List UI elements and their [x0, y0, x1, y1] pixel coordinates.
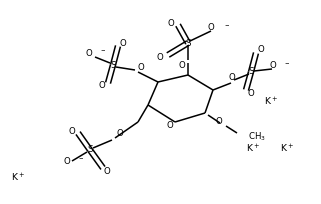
- Text: S: S: [248, 68, 254, 76]
- Text: O: O: [117, 129, 123, 137]
- Text: O: O: [247, 89, 254, 98]
- Text: O: O: [86, 49, 92, 58]
- Text: S: S: [87, 145, 93, 154]
- Text: O: O: [157, 52, 163, 61]
- Text: O: O: [99, 82, 105, 91]
- Text: O: O: [216, 118, 222, 126]
- Text: O: O: [138, 62, 144, 71]
- Text: S: S: [110, 61, 116, 70]
- Text: O: O: [208, 23, 214, 32]
- Text: CH$_3$: CH$_3$: [248, 131, 266, 143]
- Text: K$^+$: K$^+$: [11, 171, 25, 184]
- Text: O: O: [258, 45, 265, 54]
- Text: O: O: [270, 61, 276, 71]
- Text: O: O: [64, 156, 70, 165]
- Text: $^{-}$: $^{-}$: [100, 47, 106, 55]
- Text: K$^+$: K$^+$: [264, 96, 278, 108]
- Text: K$^+$: K$^+$: [280, 143, 294, 155]
- Text: S: S: [185, 39, 191, 48]
- Text: O: O: [167, 121, 173, 130]
- Text: O: O: [104, 167, 110, 176]
- Text: O: O: [168, 19, 174, 28]
- Text: $^{-}$: $^{-}$: [78, 154, 84, 163]
- Text: O: O: [178, 61, 185, 70]
- Text: $^{-}$: $^{-}$: [284, 60, 290, 69]
- Text: O: O: [69, 126, 75, 135]
- Text: O: O: [229, 73, 235, 82]
- Text: K$^+$: K$^+$: [247, 143, 261, 155]
- Text: $^{-}$: $^{-}$: [224, 21, 230, 31]
- Text: O: O: [120, 39, 126, 48]
